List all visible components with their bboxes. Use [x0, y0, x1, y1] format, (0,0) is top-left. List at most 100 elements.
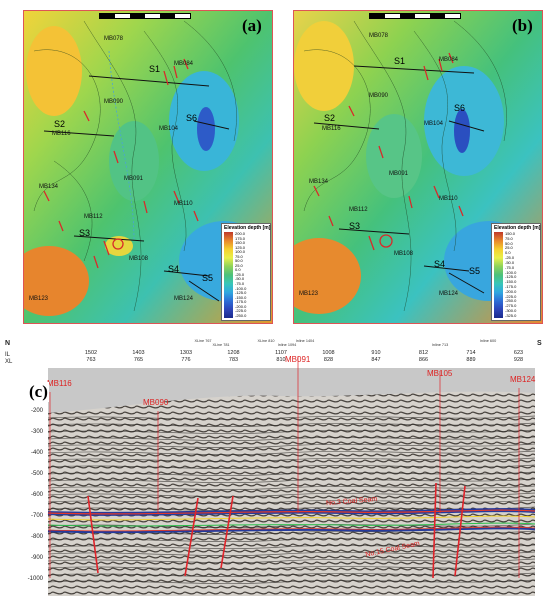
inline-tick: 1107: [275, 350, 287, 356]
reflector-line: [47, 478, 536, 483]
color-legend-a: Elevation depth [m] 200.0 175.0 150.0 125.0…: [221, 223, 271, 321]
inline-tick: 910: [371, 350, 381, 356]
line-marker: XLine 810: [257, 339, 275, 343]
reflector-line: [47, 443, 536, 448]
seismic-section-panel: N S IL XL 1502 763 1403 765 1303 776 1208 783 11…: [3, 338, 548, 596]
well-label: MB112: [349, 207, 368, 213]
legend-ticks: 200.0 175.0 150.0 125.0 100.0 75.0 50.0 25.0 0.0…: [235, 232, 246, 318]
legend-tick: -25.0: [505, 255, 515, 261]
reflector-line: [47, 485, 536, 490]
depth-tick: -800: [30, 534, 43, 540]
crossline-tick: 889: [466, 357, 476, 363]
well-label: MB091: [389, 171, 409, 177]
line-marker: Inline 713: [431, 343, 449, 347]
legend-tick: -325.0: [505, 312, 517, 318]
line-marker: Inline 600: [479, 339, 497, 343]
legend-tick: -250.0: [505, 298, 517, 304]
crossline-tick: 847: [371, 357, 381, 363]
inline-tick: 1208: [227, 350, 240, 356]
depth-tick: -700: [30, 513, 43, 519]
legend-tick: -175.0: [505, 283, 517, 289]
legend-tick: -125.0: [235, 290, 247, 296]
section-label-s6: S6: [454, 103, 466, 113]
crossline-tick: 765: [133, 357, 144, 363]
legend-tick: -100.0: [235, 285, 247, 291]
inline-tick: 1008: [322, 350, 335, 356]
legend-tick: 175.0: [235, 235, 246, 241]
line-marker: XLine 781: [212, 343, 230, 347]
line-marker: Inline 1094: [277, 343, 297, 347]
legend-colorbar: [224, 232, 233, 318]
depth-tick: -400: [30, 450, 43, 456]
well-label-mb124: MB124: [510, 375, 536, 384]
reflector-line: [47, 499, 536, 504]
legend-tick: 50.0: [235, 258, 243, 264]
well-label: MB108: [129, 256, 149, 262]
inline-tick: 1502: [84, 350, 98, 356]
depth-tick: -600: [30, 492, 43, 498]
legend-tick: -175.0: [235, 299, 247, 305]
legend-tick: -150.0: [505, 279, 517, 285]
well-label: MB084: [174, 61, 194, 67]
reflector-line: [47, 415, 536, 420]
well-label-mb090: MB090: [143, 398, 169, 407]
well-label: MB104: [424, 121, 444, 127]
section-label-s3: S3: [349, 221, 361, 231]
crossline-tick: 928: [513, 357, 524, 363]
well-label: MB091: [124, 176, 144, 182]
section-label-s3: S3: [79, 228, 91, 238]
well-label: MB108: [394, 251, 414, 257]
legend-title: Elevation depth [m]: [224, 225, 271, 231]
well-label: MB134: [39, 184, 59, 190]
well-label-mb091: MB091: [285, 355, 311, 364]
panel-letter-a: (a): [242, 16, 262, 35]
line-marker: XLine 767: [194, 339, 212, 343]
legend-ticks: 150.0 75.0 50.0 25.0 0.0 -25.0 -50.0 -75.0 -100.…: [505, 232, 516, 318]
south-label: S: [537, 340, 542, 347]
legend-tick: -50.0: [505, 259, 515, 265]
well-label: MB078: [369, 33, 389, 39]
legend-tick: -225.0: [235, 308, 247, 314]
depth-tick: -900: [30, 555, 43, 561]
panel-letter-c: (c): [28, 382, 49, 402]
well-label: MB134: [309, 179, 329, 185]
reflector-line: [47, 457, 536, 462]
xl-label: XL: [5, 359, 13, 365]
well-label: MB090: [369, 93, 389, 99]
crossline-tick: 783: [228, 357, 239, 363]
reflector-line: [47, 544, 536, 549]
legend-tick: 50.0: [505, 240, 513, 246]
reflector-line: [47, 464, 536, 469]
reflector-line: [47, 429, 536, 434]
color-legend-b: Elevation depth [m] 150.0 75.0 50.0 25.0 0.0…: [491, 223, 541, 321]
well-label: MB124: [439, 291, 459, 297]
legend-tick: 75.0: [505, 235, 513, 241]
well-label: MB110: [174, 201, 193, 207]
reflector-line: [47, 471, 536, 476]
legend-tick: 200.0: [235, 231, 246, 236]
crossline-tick: 763: [86, 357, 96, 363]
reflector-line: [47, 492, 536, 497]
section-label-s2: S2: [54, 119, 66, 129]
legend-tick: -150.0: [235, 294, 247, 300]
legend-tick: 0.0: [505, 250, 511, 256]
well-label: MB110: [439, 196, 458, 202]
scale-bar-b: [369, 13, 461, 19]
well-label: MB123: [29, 296, 49, 302]
well-label: MB084: [439, 57, 459, 63]
legend-title: Elevation depth [m]: [494, 225, 541, 231]
well-label: MB123: [299, 291, 319, 297]
well-label: MB078: [104, 36, 124, 42]
depth-tick: -300: [30, 429, 43, 435]
legend-tick: -125.0: [505, 274, 517, 280]
scale-bar-a: [99, 13, 191, 19]
inline-tick: 623: [513, 350, 524, 356]
well-label-mb116: MB116: [47, 379, 72, 388]
legend-tick: -25.0: [235, 271, 245, 277]
legend-colorbar: [494, 232, 503, 318]
reflector-line: [47, 565, 536, 570]
section-label-s1: S1: [149, 64, 161, 74]
reflector-line: [47, 450, 536, 455]
section-label-s1: S1: [394, 56, 406, 66]
crossline-tick: 828: [323, 357, 334, 363]
